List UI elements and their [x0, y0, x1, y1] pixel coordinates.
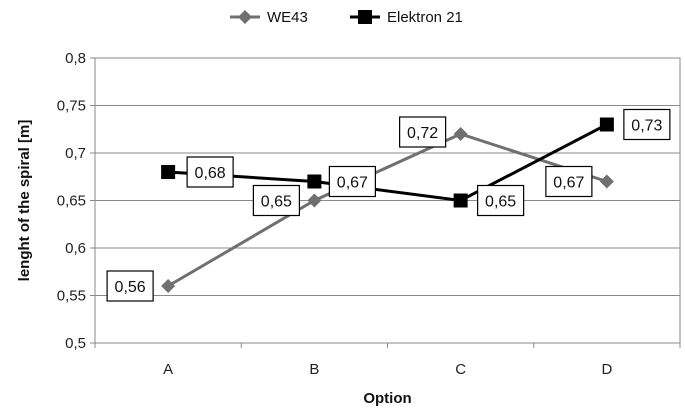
- svg-text:0,65: 0,65: [485, 194, 516, 211]
- data-point: [307, 174, 322, 189]
- legend-item: WE43: [230, 9, 308, 26]
- data-labels: 0,56 0,65 0,72 0,67 0,68 0,67 0,65 0,73: [106, 108, 671, 302]
- data-point: [161, 165, 176, 179]
- data-label: 0,68: [186, 156, 234, 188]
- series-layer: [161, 117, 614, 293]
- svg-text:0,65: 0,65: [261, 194, 292, 211]
- data-point: [453, 193, 468, 208]
- y-axis-title: lenght of the spiral [m]: [16, 120, 33, 282]
- data-label: 0,67: [328, 165, 376, 198]
- svg-text:0,73: 0,73: [631, 118, 662, 135]
- svg-text:0,72: 0,72: [407, 125, 438, 142]
- data-point: [307, 193, 322, 208]
- svg-text:0,56: 0,56: [115, 279, 146, 296]
- y-tick-label: 0,5: [65, 335, 86, 352]
- x-axis: A B C D: [94, 343, 681, 378]
- data-label: 0,72: [399, 116, 447, 148]
- y-tick-label: 0,75: [57, 98, 86, 115]
- legend-label: WE43: [267, 9, 308, 26]
- y-tick-label: 0,65: [57, 193, 86, 210]
- x-axis-title: Option: [363, 390, 411, 407]
- x-tick-label: B: [309, 361, 319, 378]
- series-line: [168, 123, 608, 203]
- y-tick-label: 0,6: [65, 240, 86, 257]
- data-point: [453, 127, 468, 141]
- x-tick-label: A: [163, 361, 173, 378]
- data-label: 0,73: [623, 108, 671, 141]
- x-tick-label: C: [455, 361, 466, 378]
- y-tick-label: 0,55: [57, 288, 86, 305]
- x-tick-label: D: [601, 361, 612, 378]
- data-label: 0,56: [106, 270, 154, 302]
- svg-text:0,67: 0,67: [553, 175, 584, 192]
- svg-text:0,67: 0,67: [337, 175, 368, 192]
- data-point: [358, 10, 372, 24]
- data-point: [238, 10, 252, 24]
- series-we43: [161, 127, 614, 293]
- grid-lines: [95, 57, 680, 344]
- series-elektron-21: [161, 117, 614, 208]
- legend-item: Elektron 21: [350, 9, 463, 26]
- data-point: [161, 279, 176, 293]
- data-label: 0,67: [545, 165, 593, 198]
- y-tick-label: 0,7: [65, 145, 86, 162]
- legend-label: Elektron 21: [387, 9, 463, 26]
- data-label: 0,65: [477, 184, 525, 217]
- data-point: [599, 174, 614, 189]
- data-point: [599, 117, 614, 132]
- series-line: [167, 132, 608, 288]
- svg-text:0,68: 0,68: [195, 165, 226, 182]
- y-tick-label: 0,8: [65, 50, 86, 67]
- y-axis: 0,5 0,55 0,6 0,65 0,7 0,75 0,8: [57, 50, 95, 352]
- data-label: 0,65: [252, 184, 300, 217]
- legend: WE43 Elektron 21: [230, 9, 463, 26]
